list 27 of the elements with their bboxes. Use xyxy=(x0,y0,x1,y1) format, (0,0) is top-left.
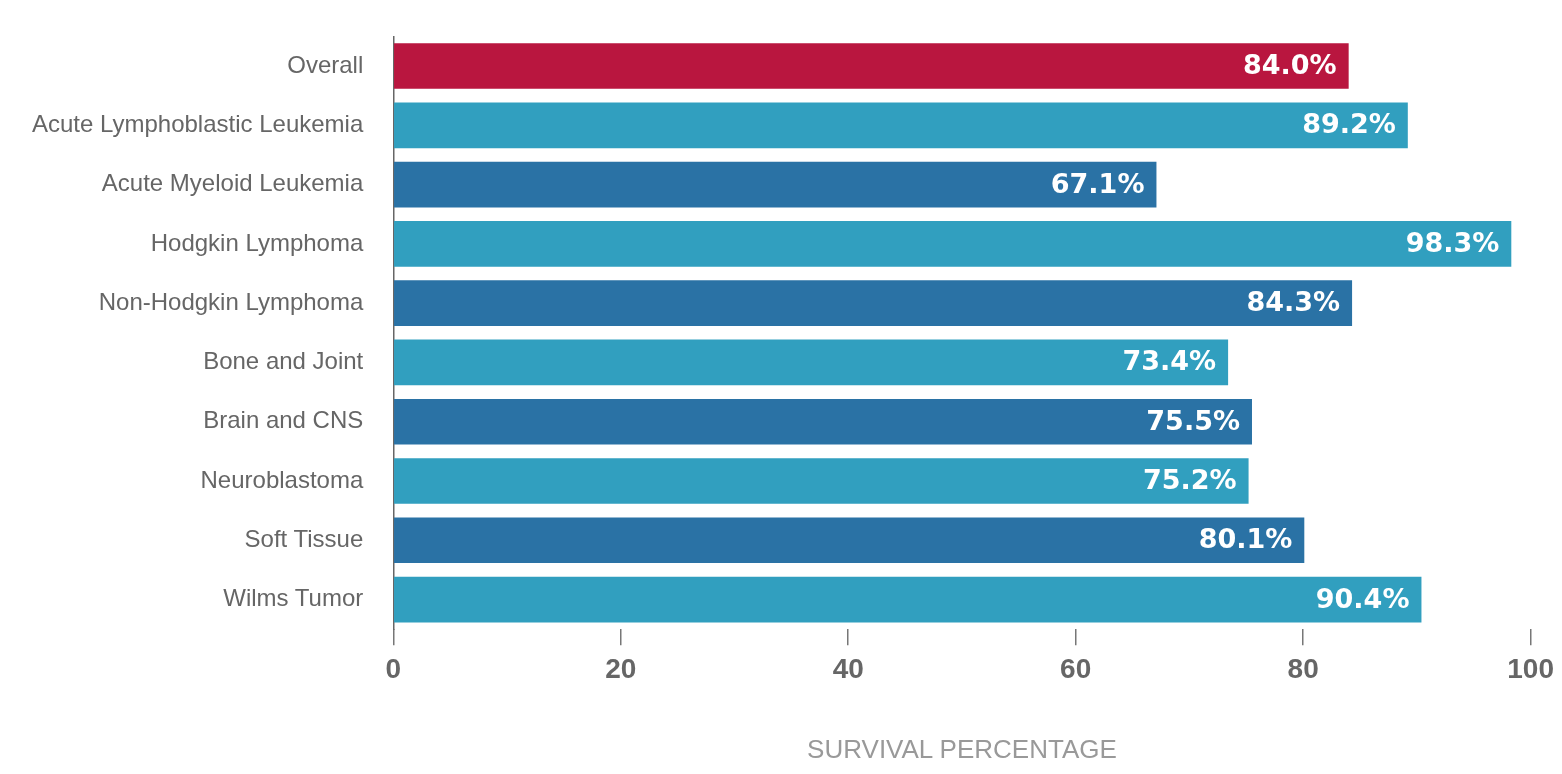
data-label: 84.3% xyxy=(1246,286,1341,318)
y-tick-label: Acute Lymphoblastic Leukemia xyxy=(31,109,364,137)
y-tick-label: Neuroblastoma xyxy=(200,465,364,493)
data-label: 73.4% xyxy=(1122,345,1217,377)
data-label: 90.4% xyxy=(1315,582,1410,614)
x-tick-label: 20 xyxy=(605,652,637,684)
y-tick-label: Hodgkin Lymphoma xyxy=(150,228,364,256)
data-label: 75.2% xyxy=(1142,464,1237,496)
y-tick-label: Non-Hodgkin Lymphoma xyxy=(98,287,364,315)
data-label: 89.2% xyxy=(1302,108,1396,140)
y-tick-label: Acute Myeloid Leukemia xyxy=(101,169,364,197)
y-tick-label: Overall xyxy=(287,50,364,78)
x-tick-label: 0 xyxy=(385,652,402,684)
x-tick-label: 100 xyxy=(1507,652,1554,684)
x-axis-title: SURVIVAL PERCENTAGE xyxy=(807,733,1117,764)
data-label: 75.5% xyxy=(1146,404,1240,436)
y-tick-label: Wilms Tumor xyxy=(223,584,364,612)
x-tick-label: 60 xyxy=(1060,652,1092,684)
x-tick-label: 40 xyxy=(832,652,864,684)
data-label: 98.3% xyxy=(1405,226,1500,258)
y-tick-label: Bone and Joint xyxy=(203,347,364,375)
y-tick-label: Soft Tissue xyxy=(244,524,364,552)
data-label: 80.1% xyxy=(1198,523,1293,555)
data-label: 67.1% xyxy=(1050,167,1145,199)
y-tick-label: Brain and CNS xyxy=(203,406,364,434)
data-label: 84.0% xyxy=(1242,49,1337,81)
x-tick-label: 80 xyxy=(1287,652,1319,684)
